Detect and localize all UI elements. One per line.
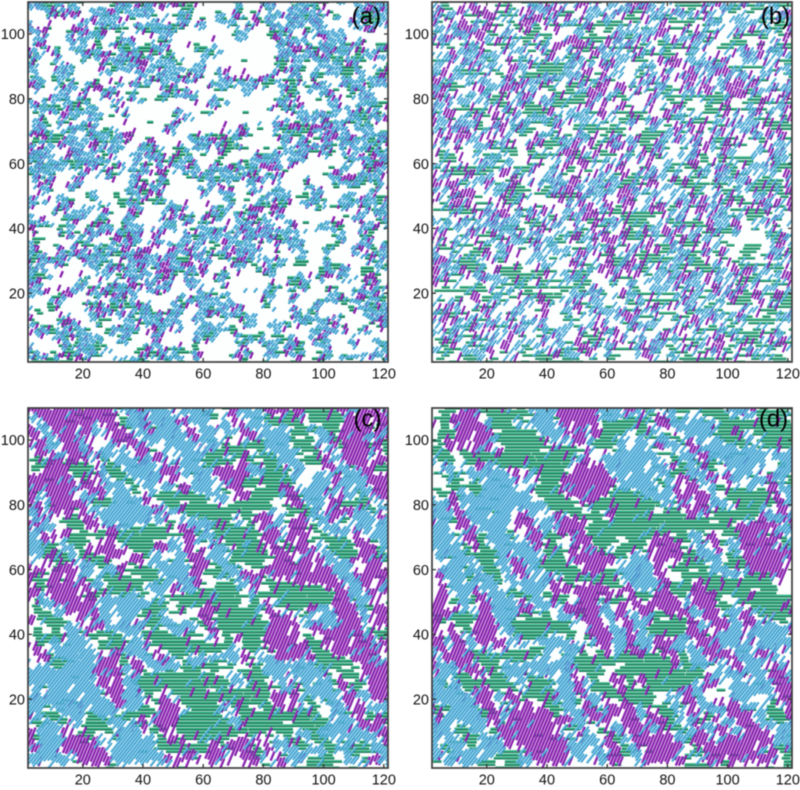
svg-text:60: 60 xyxy=(413,563,429,579)
svg-text:60: 60 xyxy=(195,773,211,789)
svg-text:100: 100 xyxy=(311,367,335,383)
svg-text:40: 40 xyxy=(135,367,151,383)
svg-text:(b): (b) xyxy=(761,3,790,30)
svg-text:20: 20 xyxy=(75,773,91,789)
svg-text:60: 60 xyxy=(599,773,615,789)
svg-text:100: 100 xyxy=(405,27,429,43)
svg-text:120: 120 xyxy=(372,773,396,789)
svg-text:(a): (a) xyxy=(352,3,381,30)
svg-text:60: 60 xyxy=(9,563,25,579)
svg-text:80: 80 xyxy=(659,773,675,789)
svg-text:60: 60 xyxy=(195,367,211,383)
svg-text:20: 20 xyxy=(479,773,495,789)
svg-text:120: 120 xyxy=(776,367,800,383)
svg-text:40: 40 xyxy=(539,773,555,789)
svg-text:100: 100 xyxy=(1,433,25,449)
svg-text:40: 40 xyxy=(539,367,555,383)
svg-text:100: 100 xyxy=(1,27,25,43)
svg-text:100: 100 xyxy=(311,773,335,789)
svg-text:40: 40 xyxy=(413,222,429,238)
svg-text:(c): (c) xyxy=(354,406,382,433)
svg-text:80: 80 xyxy=(255,367,271,383)
svg-text:120: 120 xyxy=(776,773,800,789)
svg-text:40: 40 xyxy=(9,222,25,238)
svg-text:80: 80 xyxy=(659,367,675,383)
svg-text:20: 20 xyxy=(9,286,25,302)
svg-text:20: 20 xyxy=(413,286,429,302)
svg-text:40: 40 xyxy=(9,628,25,644)
svg-text:(d): (d) xyxy=(759,406,788,433)
svg-text:80: 80 xyxy=(9,498,25,514)
svg-text:100: 100 xyxy=(715,367,739,383)
svg-text:40: 40 xyxy=(413,628,429,644)
svg-text:20: 20 xyxy=(75,367,91,383)
svg-text:120: 120 xyxy=(372,367,396,383)
svg-text:80: 80 xyxy=(255,773,271,789)
svg-text:100: 100 xyxy=(405,433,429,449)
svg-text:20: 20 xyxy=(9,692,25,708)
svg-text:60: 60 xyxy=(599,367,615,383)
svg-text:60: 60 xyxy=(9,157,25,173)
svg-text:80: 80 xyxy=(9,92,25,108)
svg-text:100: 100 xyxy=(715,773,739,789)
svg-text:20: 20 xyxy=(413,692,429,708)
svg-text:80: 80 xyxy=(413,498,429,514)
svg-text:60: 60 xyxy=(413,157,429,173)
svg-text:80: 80 xyxy=(413,92,429,108)
svg-text:20: 20 xyxy=(479,367,495,383)
svg-text:40: 40 xyxy=(135,773,151,789)
